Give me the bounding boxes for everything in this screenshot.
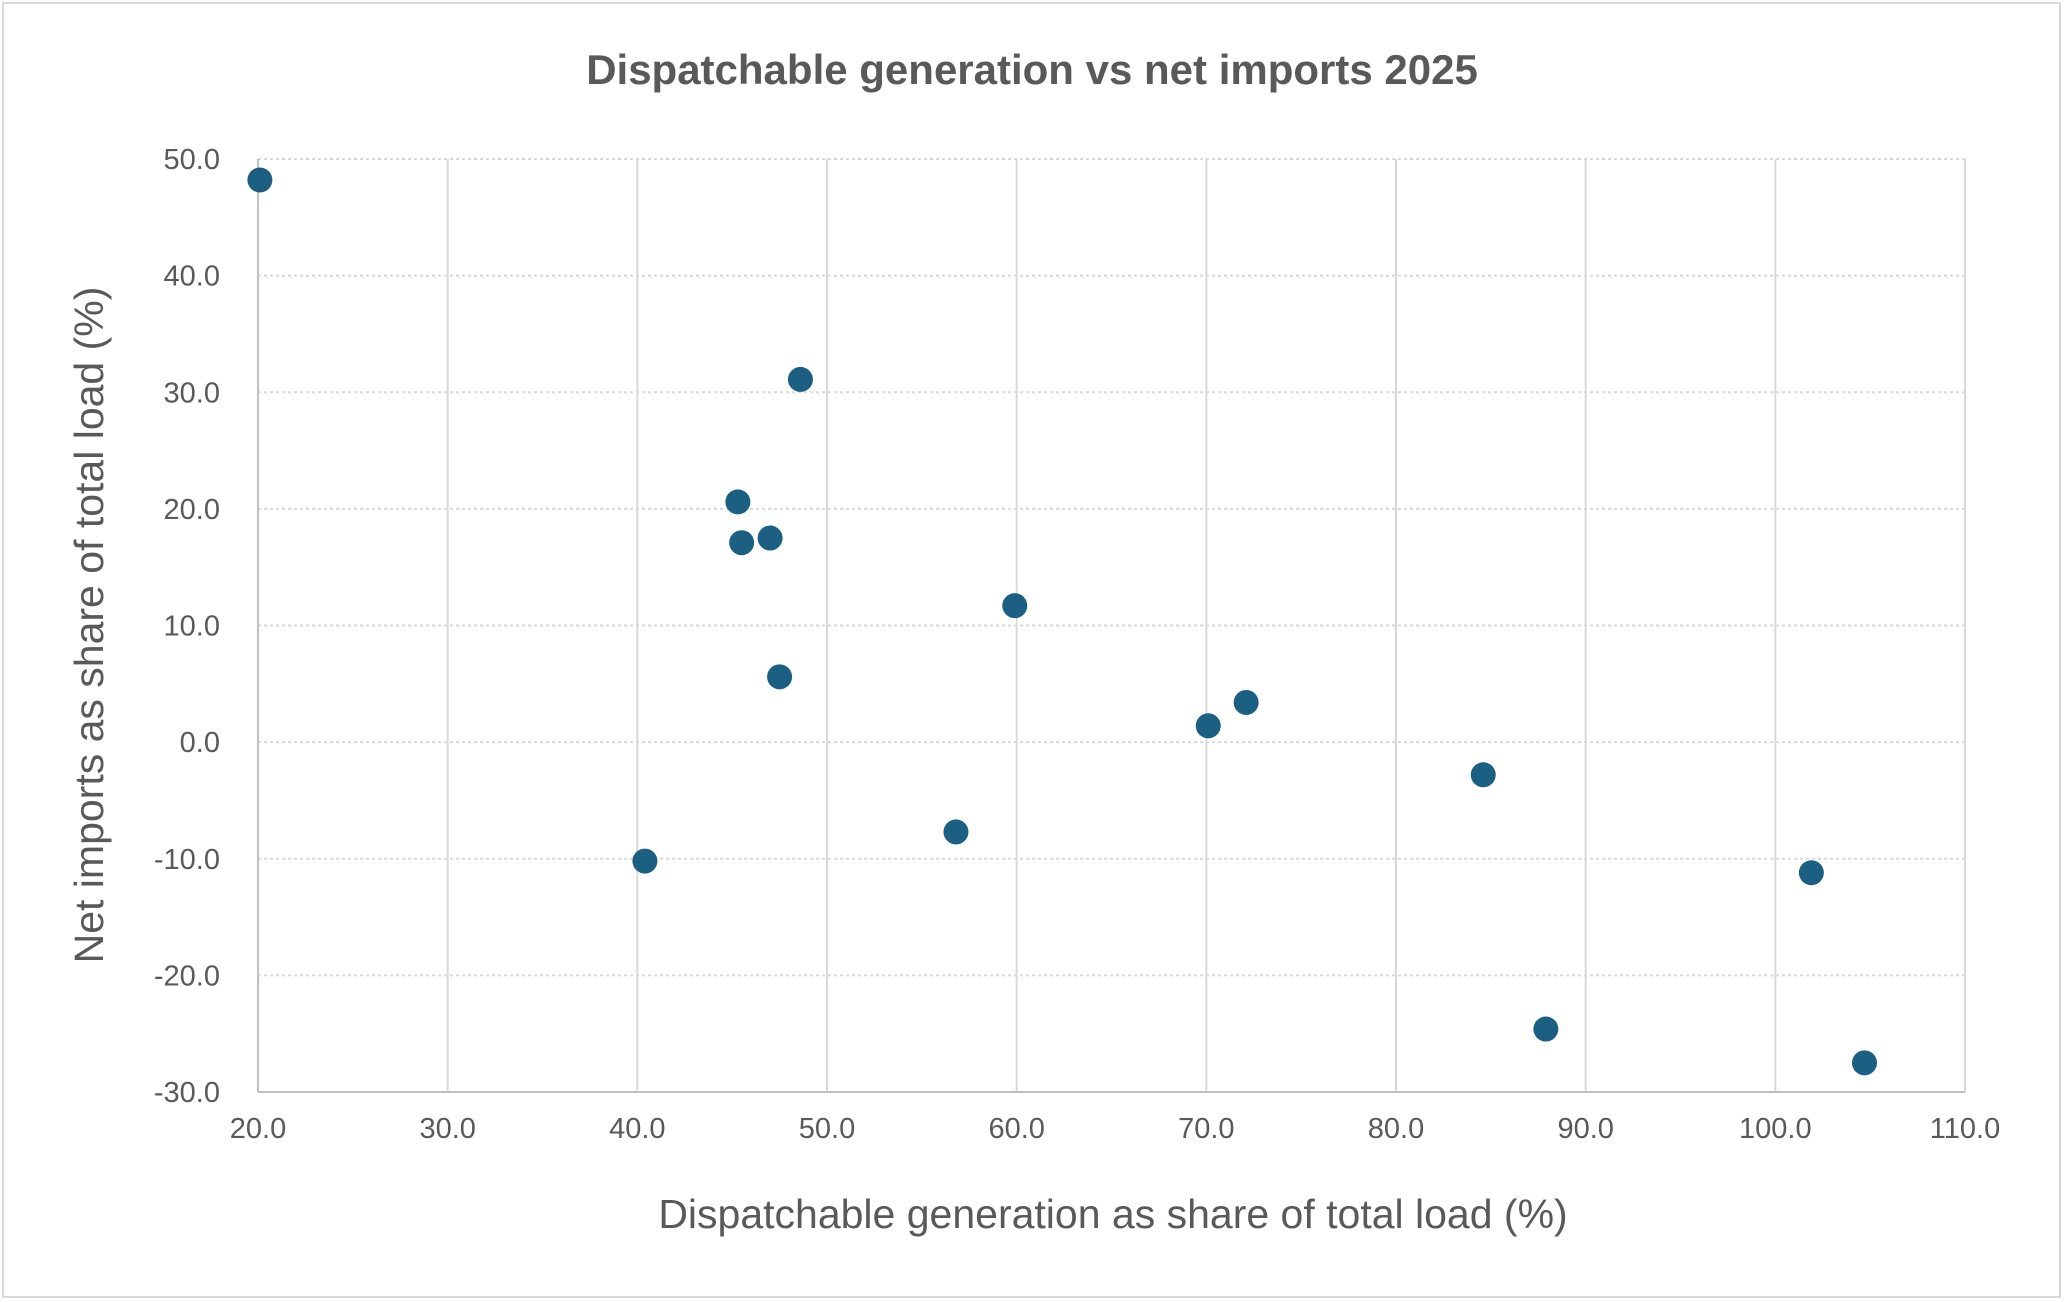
data-point (767, 664, 793, 690)
data-point (1533, 1016, 1559, 1042)
x-tick-label: 90.0 (1557, 1113, 1613, 1145)
data-point (1233, 689, 1259, 715)
data-point (247, 167, 273, 193)
x-tick-label: 40.0 (609, 1113, 665, 1145)
data-points (247, 167, 1877, 1076)
y-tick-label: -30.0 (154, 1077, 220, 1109)
data-point (632, 848, 658, 874)
x-tick-label: 100.0 (1739, 1113, 1812, 1145)
data-point (943, 819, 969, 845)
data-point (1002, 593, 1028, 619)
y-tick-label: 0.0 (180, 727, 220, 759)
data-point (1470, 762, 1496, 788)
tick-labels: 20.0 30.0 40.0 50.0 60.0 70.0 80.0 90.0 100.0 110… (154, 144, 2000, 1145)
x-tick-label: 30.0 (419, 1113, 475, 1145)
x-tick-label: 50.0 (799, 1113, 855, 1145)
data-point (1195, 713, 1221, 739)
y-tick-label: 10.0 (164, 611, 220, 643)
x-tick-label: 20.0 (230, 1113, 286, 1145)
y-tick-label: 30.0 (164, 377, 220, 409)
data-point (757, 525, 783, 551)
y-tick-label: -20.0 (154, 960, 220, 992)
x-tick-label: 110.0 (1930, 1113, 2000, 1145)
data-point (725, 489, 751, 515)
data-point (1851, 1050, 1877, 1076)
x-tick-label: 80.0 (1368, 1113, 1424, 1145)
data-point (729, 530, 755, 556)
x-tick-label: 60.0 (988, 1113, 1044, 1145)
y-tick-label: -10.0 (154, 844, 220, 876)
y-tick-label: 50.0 (164, 144, 220, 176)
data-point (787, 366, 813, 392)
gridlines (257, 158, 1966, 1093)
x-axis-title: Dispatchable generation as share of tota… (658, 1191, 1567, 1237)
y-axis-title: Net imports as share of total load (%) (66, 287, 112, 964)
y-tick-label: 20.0 (164, 494, 220, 526)
y-tick-label: 40.0 (164, 261, 220, 293)
data-point (1798, 860, 1824, 886)
x-tick-label: 70.0 (1178, 1113, 1234, 1145)
chart-title: Dispatchable generation vs net imports 2… (586, 46, 1478, 93)
